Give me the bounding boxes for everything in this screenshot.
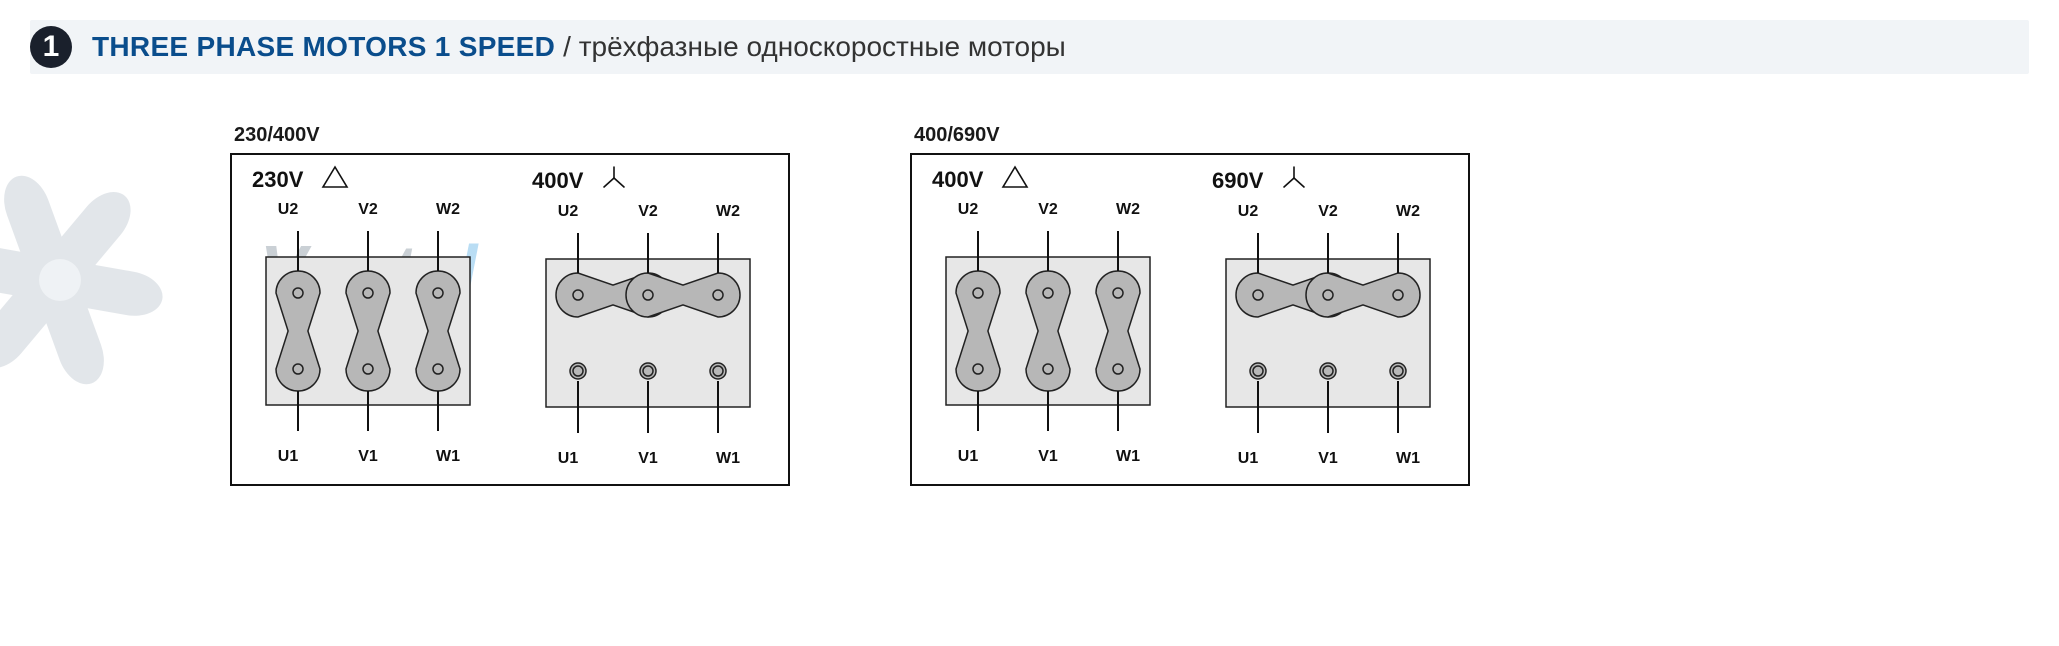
- section-number-badge: 1: [30, 26, 72, 68]
- bottom-terminal-labels: U1V1W1: [268, 448, 468, 466]
- voltage-group: 230/400V230V U2V2W2 U1V1W1400V U2V2W2 U1…: [230, 124, 790, 486]
- panel-voltage-label: 400V: [932, 165, 1029, 195]
- voltage-group: 400/690V400V U2V2W2 U1V1W1690V U2V2W2 U1…: [910, 124, 1470, 486]
- bottom-terminal-labels: U1V1W1: [1228, 450, 1428, 468]
- group-header-label: 230/400V: [230, 124, 790, 147]
- wye-icon: [1281, 165, 1307, 197]
- section-title-ru: / трёхфазные односкоростные моторы: [563, 31, 1066, 63]
- terminal-diagram: [1208, 223, 1448, 448]
- group-box: 400V U2V2W2 U1V1W1690V U2V2W2 U1V1W1: [910, 153, 1470, 486]
- terminal-diagram: [248, 221, 488, 446]
- top-terminal-labels: U2V2W2: [548, 203, 748, 221]
- delta-icon: [321, 165, 349, 195]
- section-title-en: THREE PHASE MOTORS 1 SPEED: [92, 31, 555, 63]
- delta-panel: 400V U2V2W2 U1V1W1: [928, 165, 1168, 468]
- top-terminal-labels: U2V2W2: [268, 201, 468, 219]
- panel-voltage-label: 690V: [1212, 165, 1307, 197]
- group-box: 230V U2V2W2 U1V1W1400V U2V2W2 U1V1W1: [230, 153, 790, 486]
- panel-voltage-label: 230V: [252, 165, 349, 195]
- bottom-terminal-labels: U1V1W1: [548, 450, 748, 468]
- delta-icon: [1001, 165, 1029, 195]
- group-header-label: 400/690V: [910, 124, 1470, 147]
- wye-panel: 690V U2V2W2 U1V1W1: [1208, 165, 1448, 468]
- top-terminal-labels: U2V2W2: [948, 201, 1148, 219]
- bottom-terminal-labels: U1V1W1: [948, 448, 1148, 466]
- top-terminal-labels: U2V2W2: [1228, 203, 1428, 221]
- terminal-diagram: [928, 221, 1168, 446]
- wye-icon: [601, 165, 627, 197]
- delta-panel: 230V U2V2W2 U1V1W1: [248, 165, 488, 468]
- wye-panel: 400V U2V2W2 U1V1W1: [528, 165, 768, 468]
- panel-voltage-label: 400V: [532, 165, 627, 197]
- section-header: 1 THREE PHASE MOTORS 1 SPEED / трёхфазны…: [30, 20, 2029, 74]
- diagram-groups: 230/400V230V U2V2W2 U1V1W1400V U2V2W2 U1…: [30, 124, 2029, 486]
- terminal-diagram: [528, 223, 768, 448]
